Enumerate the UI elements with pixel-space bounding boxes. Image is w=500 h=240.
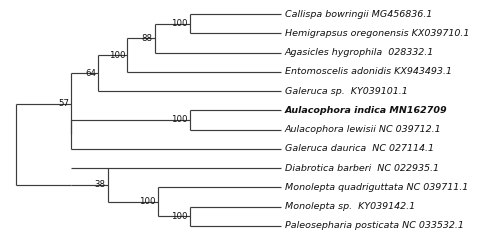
Text: Galeruca sp.  KY039101.1: Galeruca sp. KY039101.1 (285, 87, 408, 96)
Text: Agasicles hygrophila  028332.1: Agasicles hygrophila 028332.1 (285, 48, 434, 57)
Text: Galeruca daurica  NC 027114.1: Galeruca daurica NC 027114.1 (285, 144, 434, 153)
Text: Paleosepharia posticata NC 033532.1: Paleosepharia posticata NC 033532.1 (285, 221, 464, 230)
Text: 64: 64 (85, 69, 96, 78)
Text: 100: 100 (171, 212, 188, 221)
Text: Aulacophora indica MN162709: Aulacophora indica MN162709 (285, 106, 448, 115)
Text: 100: 100 (171, 19, 188, 28)
Text: 57: 57 (58, 99, 69, 108)
Text: 100: 100 (139, 197, 156, 206)
Text: 38: 38 (95, 180, 106, 189)
Text: Entomoscelis adonidis KX943493.1: Entomoscelis adonidis KX943493.1 (285, 67, 452, 76)
Text: Diabrotica barberi  NC 022935.1: Diabrotica barberi NC 022935.1 (285, 164, 439, 173)
Text: Hemigrapsus oregonensis KX039710.1: Hemigrapsus oregonensis KX039710.1 (285, 29, 470, 38)
Text: Monolepta quadriguttata NC 039711.1: Monolepta quadriguttata NC 039711.1 (285, 183, 468, 192)
Text: 88: 88 (142, 34, 152, 43)
Text: 100: 100 (171, 115, 188, 125)
Text: 100: 100 (108, 51, 125, 60)
Text: Callispa bowringii MG456836.1: Callispa bowringii MG456836.1 (285, 10, 432, 19)
Text: Monolepta sp.  KY039142.1: Monolepta sp. KY039142.1 (285, 202, 415, 211)
Text: Aulacophora lewisii NC 039712.1: Aulacophora lewisii NC 039712.1 (285, 125, 442, 134)
